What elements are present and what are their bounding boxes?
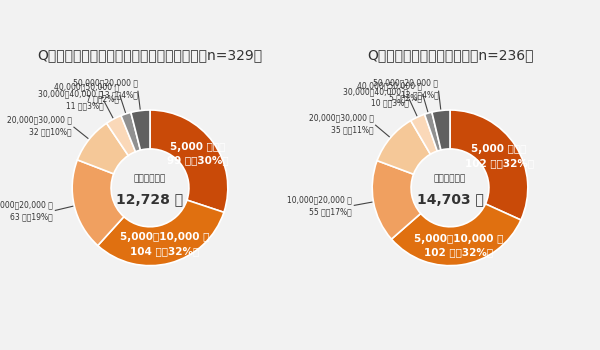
Text: 5,000〜10,000 円
102 人（32%）: 5,000〜10,000 円 102 人（32%）	[414, 233, 503, 258]
Text: 平均購入予算: 平均購入予算	[434, 174, 466, 183]
Wedge shape	[121, 112, 140, 152]
Text: 5,000 円未満
99 人（30%）: 5,000 円未満 99 人（30%）	[167, 142, 228, 166]
Wedge shape	[107, 116, 136, 155]
Text: 5,000 円未満
102 人（32%）: 5,000 円未満 102 人（32%）	[464, 144, 533, 168]
Text: 5,000〜10,000 円
104 人（32%）: 5,000〜10,000 円 104 人（32%）	[120, 232, 209, 256]
Title: Q：今年の初売り購入予算（n=236）: Q：今年の初売り購入予算（n=236）	[367, 48, 533, 62]
Wedge shape	[391, 204, 521, 266]
Wedge shape	[372, 161, 421, 239]
Text: 40,000〜50,000 円
7 人（2%）: 40,000〜50,000 円 7 人（2%）	[54, 83, 119, 104]
Wedge shape	[425, 112, 441, 151]
Text: 50,000〜20,000 円
12 人（4%）: 50,000〜20,000 円 12 人（4%）	[373, 78, 439, 99]
Wedge shape	[98, 200, 224, 266]
Wedge shape	[72, 160, 124, 246]
Wedge shape	[77, 123, 128, 174]
Wedge shape	[411, 114, 437, 154]
Text: 20,000〜30,000 円
32 人（10%）: 20,000〜30,000 円 32 人（10%）	[7, 115, 72, 136]
Text: 10,000〜20,000 円
63 人（19%）: 10,000〜20,000 円 63 人（19%）	[0, 201, 53, 221]
Text: 50,000〜20,000 円
13 人（4%）: 50,000〜20,000 円 13 人（4%）	[73, 78, 137, 99]
Text: 12,728 円: 12,728 円	[116, 193, 184, 206]
Wedge shape	[131, 110, 150, 150]
Wedge shape	[432, 110, 450, 150]
Text: 14,703 円: 14,703 円	[416, 193, 484, 206]
Text: 30,000〜40,000 円
10 人（3%）: 30,000〜40,000 円 10 人（3%）	[343, 87, 409, 108]
Wedge shape	[150, 110, 228, 212]
Title: Q：今年のクリスマスプレゼント購入予算（n=329）: Q：今年のクリスマスプレゼント購入予算（n=329）	[37, 48, 263, 62]
Text: 20,000〜30,000 円
35 人（11%）: 20,000〜30,000 円 35 人（11%）	[309, 113, 374, 134]
Text: 40,000〜50,000 円
5 人（2%）: 40,000〜50,000 円 5 人（2%）	[357, 82, 422, 103]
Wedge shape	[377, 121, 430, 174]
Text: 平均購入予算: 平均購入予算	[134, 174, 166, 183]
Wedge shape	[450, 110, 528, 220]
Text: 30,000〜40,000 円
11 人（3%）: 30,000〜40,000 円 11 人（3%）	[38, 89, 103, 110]
Text: 10,000〜20,000 円
55 人（17%）: 10,000〜20,000 円 55 人（17%）	[287, 195, 352, 216]
